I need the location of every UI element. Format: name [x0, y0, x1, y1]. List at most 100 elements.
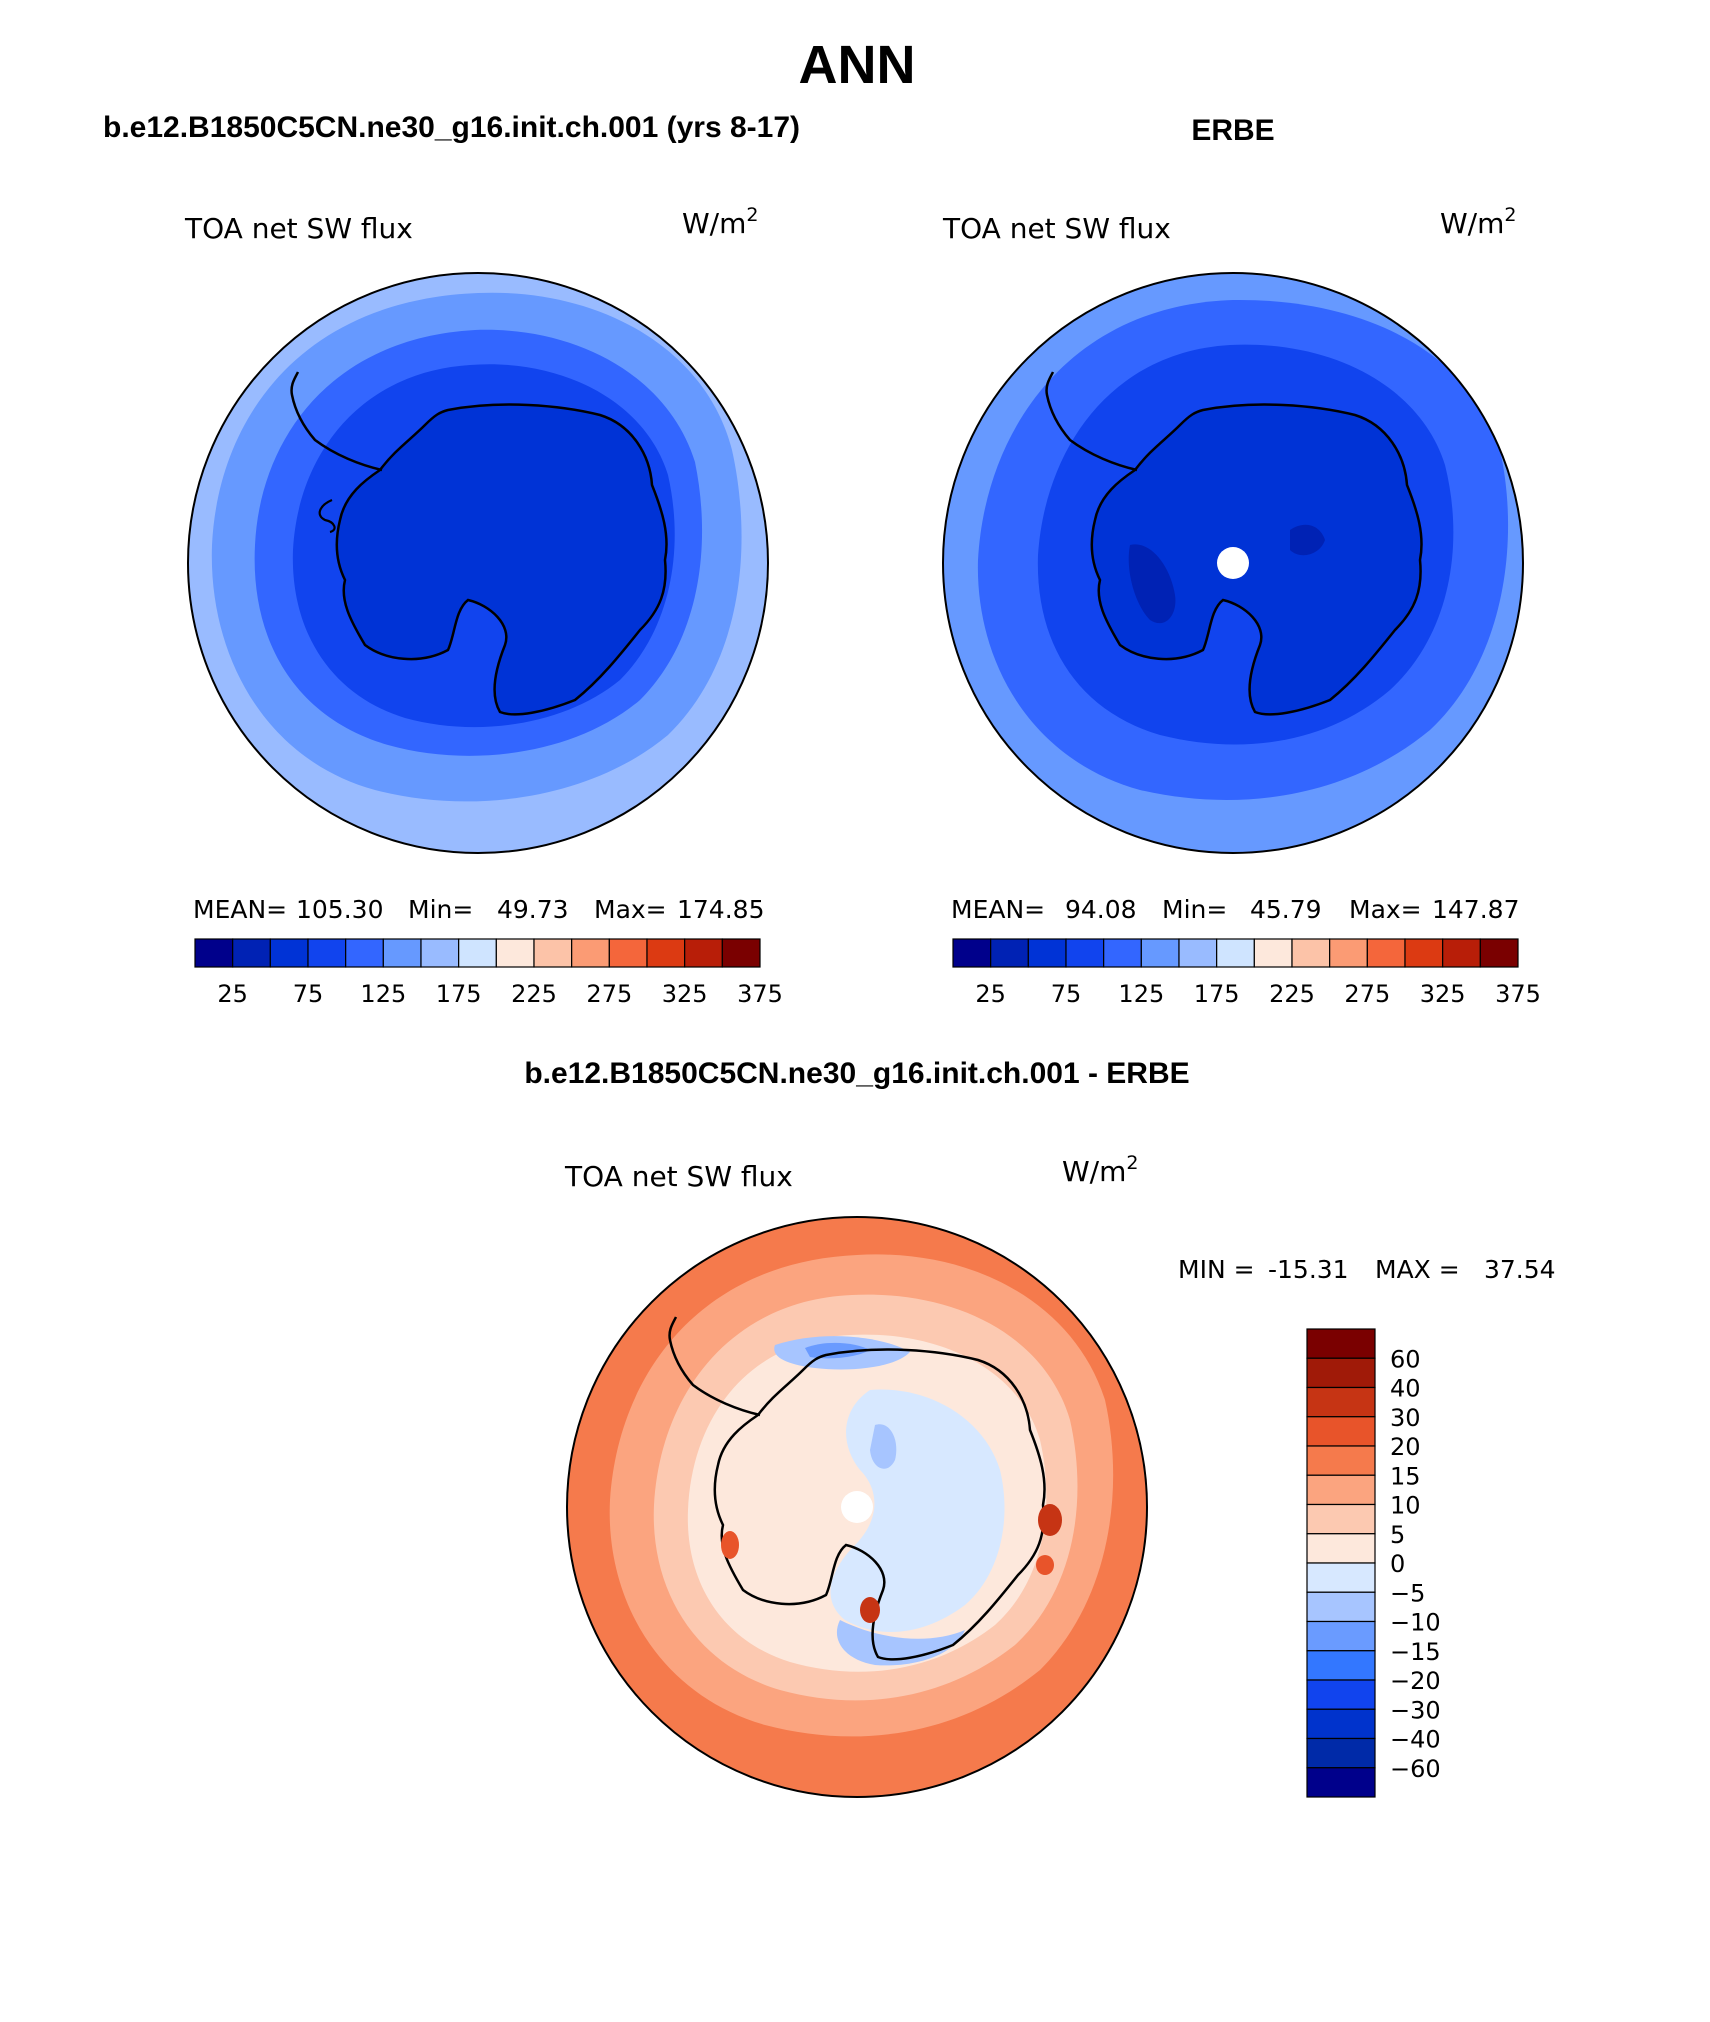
colorbar-swatch	[1216, 938, 1255, 968]
colorbar-swatch	[1306, 1620, 1376, 1652]
colorbar-swatch	[1178, 938, 1218, 968]
max-label: Max=	[594, 895, 667, 924]
colorbar-swatch	[1329, 938, 1368, 968]
colorbar-swatch	[1306, 1679, 1376, 1710]
colorbar-model: 25 75 125 175 225 275 325 375	[194, 938, 783, 1008]
colorbar-swatch	[495, 938, 535, 968]
colorbar-tick-label: 375	[1495, 980, 1541, 1008]
variable-label: TOA net SW flux	[942, 212, 1171, 245]
colorbar-obs: 25 75 125 175 225 275 325 375	[952, 938, 1541, 1008]
units-base: W/m	[1062, 1155, 1126, 1188]
colorbar-tick-label: 275	[1344, 980, 1390, 1008]
colorbar-tick-label: 125	[1118, 980, 1164, 1008]
map-model	[188, 273, 768, 853]
deep-minimum-b	[1290, 524, 1325, 556]
colorbar-tick-label: 20	[1390, 1433, 1421, 1461]
colorbar-swatch	[1442, 938, 1481, 968]
colorbar-swatch	[684, 938, 723, 968]
colorbar-swatch	[608, 938, 648, 968]
colorbar-swatch	[1065, 938, 1105, 968]
colorbar-swatch	[1366, 938, 1406, 968]
stats-line: MEAN= 105.30 Min= 49.73 Max= 174.85	[193, 895, 764, 924]
colorbar-tick-label: −5	[1390, 1579, 1425, 1607]
colorbar-tick-label: −30	[1390, 1696, 1441, 1724]
colorbar-swatch	[1306, 1357, 1376, 1389]
colorbar-tick-label: −15	[1390, 1638, 1441, 1666]
panel-model: TOA net SW flux W/m2 MEAN= 105.30 Min= 4…	[184, 204, 783, 1008]
zone-neg10-south	[836, 1620, 965, 1666]
units-label: W/m2	[1062, 1152, 1139, 1188]
stats-line: MEAN= 94.08 Min= 45.79 Max= 147.87	[951, 895, 1519, 924]
colorbar-tick-label: 375	[737, 980, 783, 1008]
colorbar-swatch	[1306, 1591, 1376, 1623]
colorbar-swatch	[990, 938, 1029, 968]
colorbar-swatch	[1306, 1650, 1376, 1681]
colorbar-swatch	[1306, 1416, 1376, 1447]
colorbar-tick-label: 325	[662, 980, 708, 1008]
colorbar-swatch	[1253, 938, 1293, 968]
colorbar-swatch	[533, 938, 573, 968]
mean-value: 105.30	[296, 895, 383, 924]
colorbar-tick-label: 10	[1390, 1492, 1421, 1520]
colorbar-swatch	[1306, 1562, 1376, 1593]
colorbar-tick-label: 275	[586, 980, 632, 1008]
colorbar-swatch	[345, 938, 384, 968]
colorbar-tick-label: −60	[1390, 1755, 1441, 1783]
colorbar-tick-label: 125	[360, 980, 406, 1008]
peninsula	[290, 371, 383, 472]
zone-neg15	[805, 1342, 870, 1359]
hotspot-coast-1	[1038, 1504, 1062, 1536]
colorbar-swatch	[1306, 1708, 1376, 1740]
units-label: W/m2	[682, 204, 759, 240]
colorbar-tick-label: 15	[1390, 1462, 1421, 1490]
mean-value: 94.08	[1065, 895, 1137, 924]
variable-label: TOA net SW flux	[564, 1160, 793, 1193]
ross-ice-shelf-coast	[318, 498, 336, 534]
colorbar-swatch	[420, 938, 460, 968]
units-label: W/m2	[1440, 204, 1517, 240]
colorbar-tick-label: 25	[975, 980, 1006, 1008]
minmax-line: MIN = -15.31 MAX = 37.54	[1178, 1255, 1556, 1284]
min-value: 49.73	[497, 895, 569, 924]
panel-obs: TOA net SW flux W/m2 MEAN= 94.08 Min= 45…	[942, 204, 1541, 1008]
colorbar-tick-label: 40	[1390, 1375, 1421, 1403]
mean-label: MEAN=	[193, 895, 287, 924]
min-value: 45.79	[1250, 895, 1322, 924]
colorbar-swatch	[1306, 1445, 1376, 1476]
colorbar-swatch	[458, 938, 497, 968]
continent-50	[335, 403, 668, 716]
min-label: MIN =	[1178, 1255, 1255, 1284]
colorbar-swatch	[1404, 938, 1444, 968]
colorbar-tick-label: 175	[1194, 980, 1240, 1008]
colorbar-swatch	[194, 938, 234, 968]
colorbar-swatch	[1306, 1533, 1376, 1564]
colorbar-swatch	[232, 938, 271, 968]
continent-50	[1090, 403, 1423, 716]
min-label: Min=	[1162, 895, 1227, 924]
max-label: Max=	[1349, 895, 1422, 924]
colorbar-tick-label: −40	[1390, 1726, 1441, 1754]
colorbar-tick-label: 225	[1269, 980, 1315, 1008]
colorbar-tick-label: −10	[1390, 1609, 1441, 1637]
missing-data-pole	[841, 1491, 873, 1523]
hotspot-coast-2	[860, 1597, 880, 1623]
zone-neg10-interior	[870, 1424, 897, 1469]
max-label: MAX =	[1375, 1255, 1460, 1284]
colorbar-tick-label: 5	[1390, 1521, 1405, 1549]
colorbar-tick-label: 25	[217, 980, 248, 1008]
panel-diff: TOA net SW flux W/m2 MIN = -15.31	[564, 1152, 1556, 1798]
peninsula	[1045, 371, 1138, 472]
units-base: W/m	[1440, 207, 1504, 240]
max-value: 37.54	[1484, 1255, 1556, 1284]
colorbar-swatch	[1027, 938, 1067, 968]
variable-label: TOA net SW flux	[184, 212, 413, 245]
map-border	[942, 272, 1524, 854]
map-border	[187, 272, 769, 854]
min-label: Min=	[408, 895, 473, 924]
hotspot-coast-4	[1036, 1555, 1054, 1575]
colorbar-tick-label: 75	[1051, 980, 1082, 1008]
mean-label: MEAN=	[951, 895, 1045, 924]
units-superscript: 2	[1126, 1152, 1138, 1174]
max-value: 147.87	[1432, 895, 1519, 924]
